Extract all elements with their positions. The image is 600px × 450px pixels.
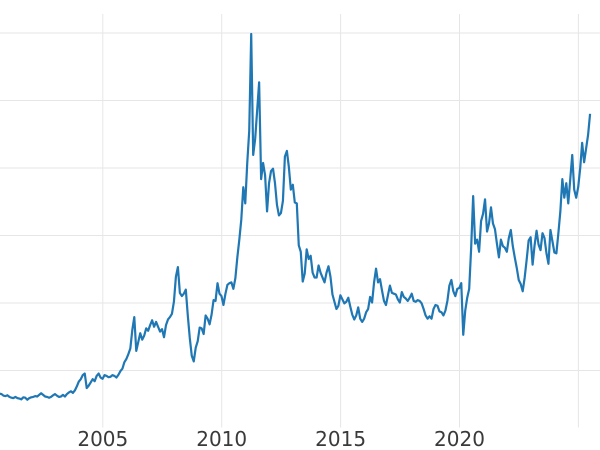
- x-axis-tick-labels: 2005 2010 2015 2020: [77, 427, 485, 450]
- x-tick-label-2020: 2020: [434, 427, 485, 450]
- price-line-series: [0, 32, 592, 401]
- horizontal-gridlines: [0, 32, 600, 371]
- price-line: [0, 32, 592, 401]
- x-tick-label-2015: 2015: [315, 427, 366, 450]
- x-tick-label-2005: 2005: [77, 427, 128, 450]
- x-tick-label-2010: 2010: [196, 427, 247, 450]
- vertical-gridlines: [102, 14, 579, 428]
